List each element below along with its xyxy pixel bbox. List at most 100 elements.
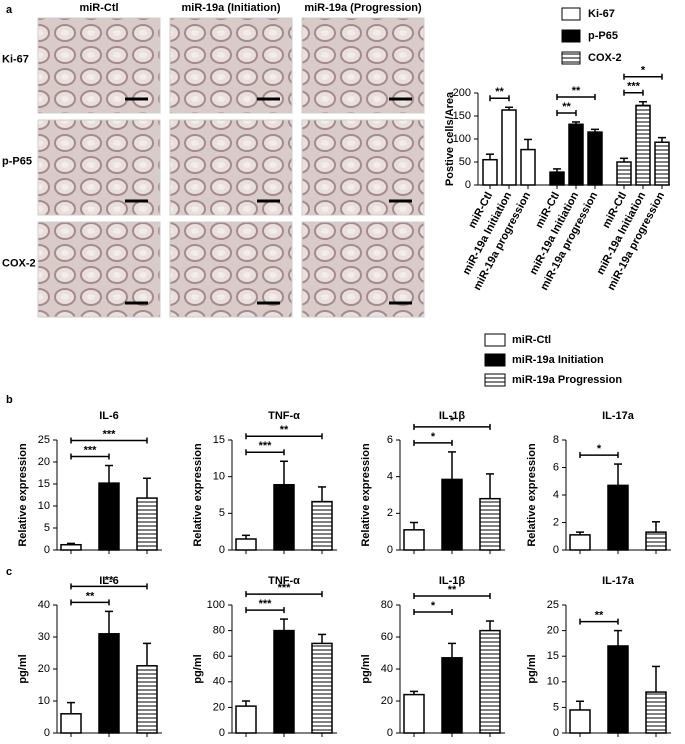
bar: [607, 484, 629, 551]
y-tick-label: 40: [381, 663, 393, 675]
significance-label: *: [597, 443, 602, 455]
bar: [520, 148, 536, 186]
y-tick-label: 30: [38, 631, 50, 643]
chart-title: IL-1β: [439, 575, 466, 587]
bar: [98, 633, 120, 734]
y-tick-label: 20: [38, 663, 50, 675]
micrograph: [169, 221, 293, 318]
y-tick-label: 20: [213, 701, 225, 713]
legend-label: miR-19a Progression: [512, 374, 622, 386]
significance-label: **: [495, 86, 504, 98]
y-tick-label: 60: [213, 650, 225, 662]
bar: [441, 657, 463, 734]
significance-label: **: [572, 85, 581, 97]
y-axis-label: Postive cells/Area: [444, 91, 456, 186]
legend-swatch: [484, 353, 506, 367]
y-tick-label: 8: [553, 434, 559, 446]
bar: [235, 705, 257, 734]
y-tick-label: 0: [219, 727, 225, 739]
y-tick-label: 80: [381, 599, 393, 611]
y-tick-label: 15: [38, 478, 50, 490]
y-tick-label: 0: [553, 544, 559, 556]
significance-label: *: [431, 431, 436, 443]
y-tick-label: 0: [387, 544, 393, 556]
y-tick-label: 0: [553, 727, 559, 739]
bar: [136, 497, 158, 551]
y-axis-label: Relative expression: [192, 443, 204, 547]
legend-swatch: [561, 51, 581, 65]
significance-label: ***: [278, 582, 292, 594]
bar: [568, 123, 584, 186]
row-label: Ki-67: [2, 53, 29, 65]
bar: [569, 534, 591, 551]
y-axis-label: pg/ml: [192, 654, 204, 683]
y-tick-label: 150: [453, 110, 471, 122]
bar: [98, 482, 120, 551]
legend-label: miR-Ctl: [512, 334, 551, 346]
bar: [654, 141, 670, 186]
y-tick-label: 10: [38, 695, 50, 707]
bar: [569, 709, 591, 734]
legend-label: miR-19a Initiation: [512, 354, 604, 366]
significance-label: **: [562, 101, 571, 113]
y-tick-label: 20: [38, 456, 50, 468]
chart-title: TNF-α: [268, 410, 300, 422]
chart-title: IL-1β: [439, 410, 466, 422]
legend-swatch: [484, 373, 506, 387]
panel-label: b: [6, 394, 13, 406]
y-tick-label: 5: [553, 701, 559, 713]
y-tick-label: 200: [453, 87, 471, 99]
y-tick-label: 5: [44, 522, 50, 534]
chart-title: IL-17a: [602, 410, 635, 422]
y-tick-label: 2: [387, 507, 393, 519]
legend-label: COX-2: [588, 52, 622, 64]
y-axis-label: pg/ml: [360, 654, 372, 683]
y-tick-label: 15: [213, 434, 225, 446]
y-tick-label: 50: [459, 156, 471, 168]
significance-label: *: [431, 600, 436, 612]
micrograph: [301, 17, 425, 114]
y-tick-label: 0: [219, 544, 225, 556]
bar: [273, 629, 295, 734]
y-tick-label: 100: [453, 133, 471, 145]
y-tick-label: 5: [219, 507, 225, 519]
y-tick-label: 25: [547, 599, 559, 611]
y-tick-label: 0: [387, 727, 393, 739]
significance-label: ***: [84, 444, 98, 456]
y-tick-label: 4: [387, 471, 393, 483]
row-label: p-P65: [2, 155, 32, 167]
significance-label: *: [450, 415, 455, 427]
legend-label: p-P65: [588, 30, 618, 42]
panel-label: c: [6, 566, 12, 578]
bar: [60, 713, 82, 734]
y-tick-label: 40: [38, 599, 50, 611]
y-tick-label: 6: [553, 461, 559, 473]
bar: [549, 171, 565, 186]
y-axis-label: Relative expression: [360, 443, 372, 547]
micrograph: [301, 119, 425, 216]
y-tick-label: 4: [553, 489, 559, 501]
bar: [441, 478, 463, 551]
y-tick-label: 0: [44, 727, 50, 739]
bar: [60, 543, 82, 551]
y-tick-label: 0: [465, 179, 471, 191]
micrograph: [37, 17, 161, 114]
y-axis-label: pg/ml: [526, 654, 538, 683]
chart-title: IL-6: [99, 575, 119, 587]
legend-swatch: [484, 333, 506, 347]
bar: [235, 538, 257, 551]
bar: [479, 629, 501, 734]
y-tick-label: 6: [387, 434, 393, 446]
significance-label: **: [105, 574, 114, 586]
significance-label: ***: [103, 428, 117, 440]
bar: [403, 529, 425, 551]
column-label: miR-19a (Progression): [304, 2, 422, 14]
bar: [645, 691, 667, 734]
column-label: miR-Ctl: [79, 2, 118, 14]
panel-label: a: [6, 4, 13, 16]
significance-label: **: [595, 610, 604, 622]
y-axis-label: Relative expression: [526, 443, 538, 547]
y-tick-label: 0: [44, 544, 50, 556]
bar: [635, 104, 651, 186]
